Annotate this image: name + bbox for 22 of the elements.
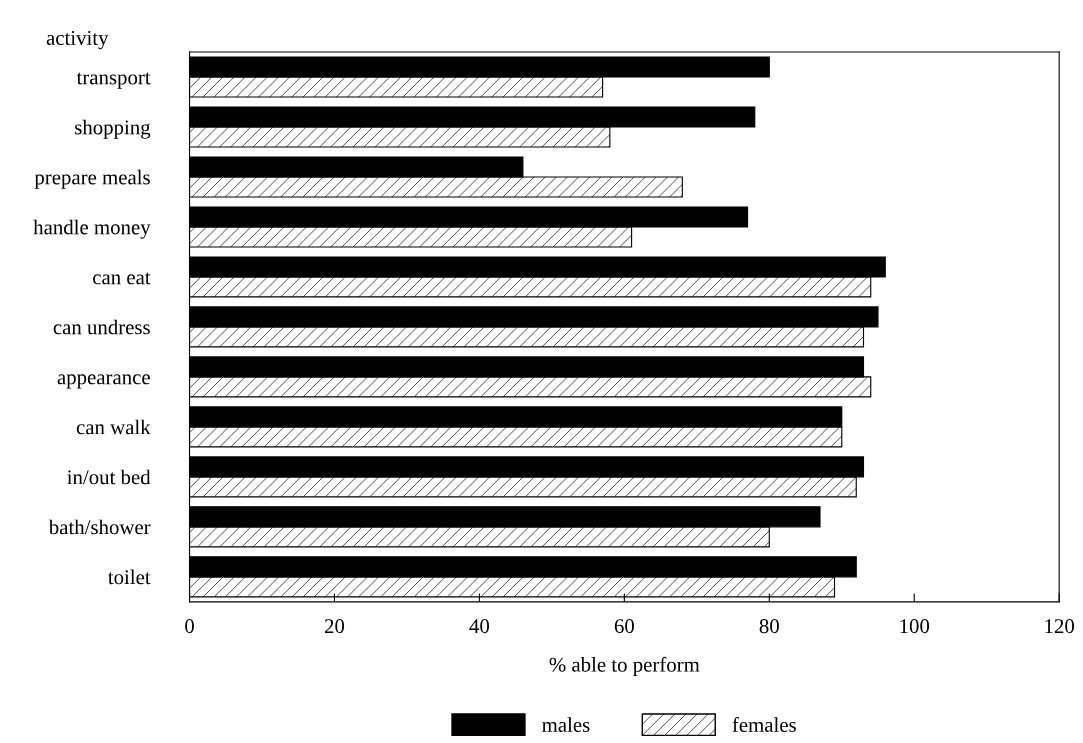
y-tick-label: appearance [57, 374, 150, 389]
y-axis-title: activity [46, 30, 109, 50]
y-tick-label: bath/shower [48, 519, 151, 535]
y-tick-label: transport [76, 72, 151, 89]
x-axis-title: % able to perform [549, 656, 700, 676]
y-tick-label: shopping [75, 119, 151, 139]
x-tick-label: 40 [469, 619, 490, 634]
y-tick-label: can undress [53, 319, 150, 335]
y-tick-label: in/out bed [67, 469, 151, 485]
y-tick-label: can walk [76, 419, 151, 435]
legend-label: females [732, 717, 796, 732]
y-tick-label: handle money [33, 219, 151, 239]
y-tick-label: prepare meals [34, 169, 150, 189]
x-tick-label: 80 [759, 619, 779, 634]
y-tick-label: toilet [108, 569, 151, 585]
x-tick-label: 120 [1045, 619, 1074, 634]
x-tick-label: 100 [900, 619, 930, 634]
y-tick-label: can eat [93, 272, 151, 285]
x-tick-label: 60 [614, 619, 634, 634]
legend-label: males [542, 717, 590, 732]
x-tick-label: 0 [185, 619, 194, 634]
x-tick-label: 20 [324, 619, 345, 634]
